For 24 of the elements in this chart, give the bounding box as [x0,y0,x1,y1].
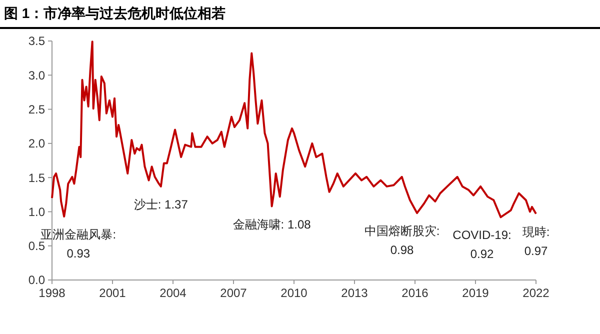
x-tick-label: 2010 [280,286,308,300]
y-tick-label: 3.5 [28,34,46,48]
annotation: COVID-19: 0.92 [452,228,512,262]
annotation: 中国熔断股灾: 0.98 [364,224,440,258]
line-series [51,40,537,218]
y-tick-label: 2.5 [28,102,46,116]
y-tick-label: 0.0 [28,273,46,288]
x-tick-label: 2019 [462,286,490,300]
y-tick-label: 1.0 [28,204,46,219]
x-tick-label: 2001 [99,286,126,300]
x-tick-label: 2016 [402,286,429,300]
x-tick-label: 2004 [160,286,187,300]
y-tick-label: 3.0 [28,68,46,82]
x-tick-label: 1998 [38,286,66,300]
annotation: 沙士: 1.37 [134,197,188,212]
annotation: 金融海啸: 1.08 [232,217,312,232]
annotation: 現時: 0.97 [522,224,550,258]
y-tick-label: 2.0 [28,136,46,151]
x-tick-label: 2007 [220,286,248,300]
chart-title: 图 1：市净率与过去危机时低位相若 [4,5,226,21]
x-tick-label: 2022 [522,286,550,300]
x-tick-label: 2013 [341,286,368,300]
y-tick-label: 0.5 [28,239,46,254]
y-tick-label: 1.5 [28,170,46,185]
